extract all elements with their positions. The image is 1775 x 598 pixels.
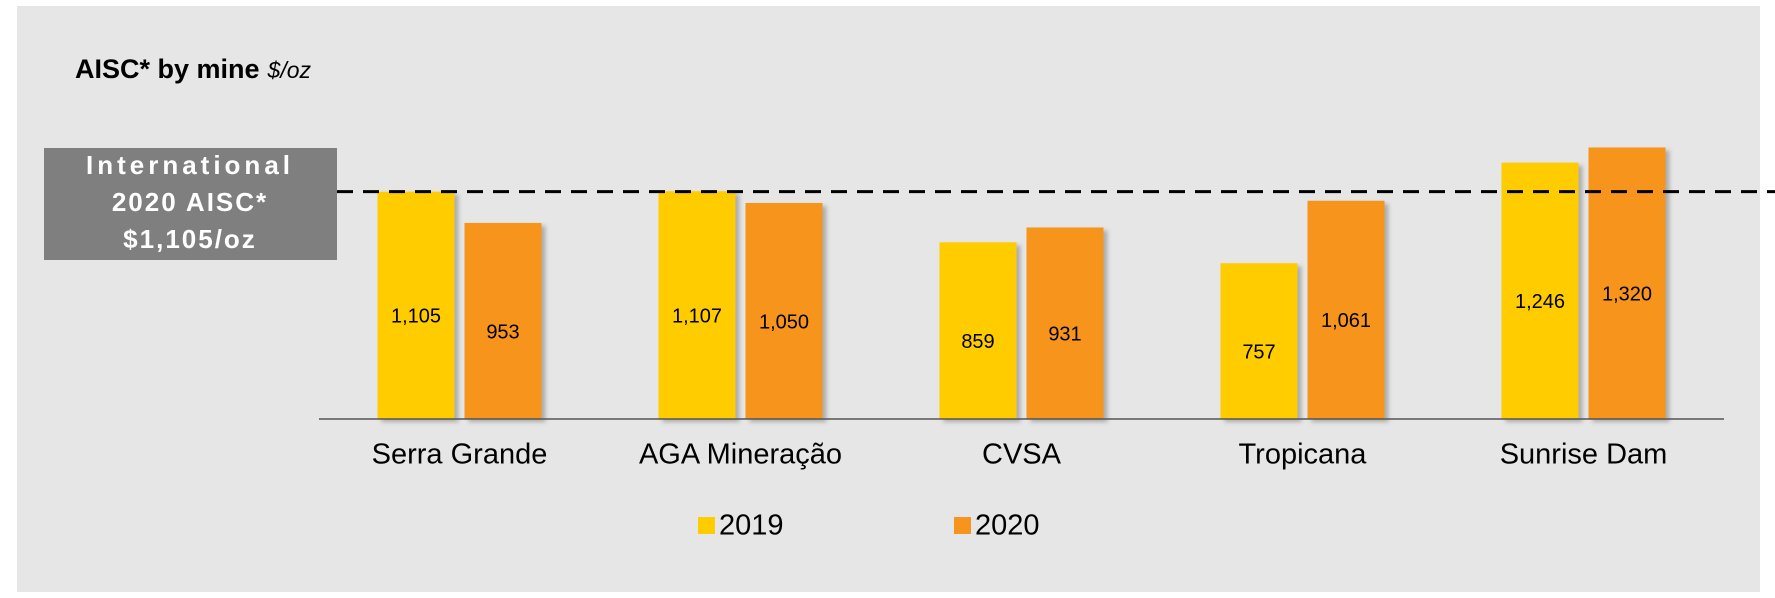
bar <box>1307 200 1385 419</box>
data-label: 1,107 <box>672 305 722 327</box>
legend-swatch <box>954 517 971 534</box>
bar <box>377 191 455 419</box>
bar <box>658 191 736 419</box>
x-tick-label: Sunrise Dam <box>1500 439 1668 471</box>
reference-label: 2020 AISC* <box>112 187 268 217</box>
x-tick-label: Serra Grande <box>372 439 548 471</box>
bar <box>1026 227 1104 419</box>
data-label: 1,105 <box>391 306 441 328</box>
panel <box>17 6 1760 592</box>
data-label: 931 <box>1048 324 1081 346</box>
bar <box>1501 162 1579 419</box>
x-tick-label: Tropicana <box>1239 439 1368 471</box>
data-label: 1,050 <box>759 311 809 333</box>
legend-label: 2019 <box>719 510 784 542</box>
bar <box>939 242 1017 419</box>
reference-label: $1,105/oz <box>123 224 257 254</box>
data-label: 953 <box>486 321 519 343</box>
data-label: 757 <box>1242 341 1275 363</box>
bar <box>464 222 542 419</box>
x-tick-label: CVSA <box>982 439 1062 471</box>
reference-label: International <box>86 150 294 180</box>
legend-swatch <box>698 517 715 534</box>
data-label: 1,061 <box>1321 310 1371 332</box>
data-label: 859 <box>961 331 994 353</box>
legend-label: 2020 <box>975 510 1040 542</box>
bar <box>745 203 823 419</box>
reference-label-box <box>44 148 337 260</box>
bar <box>1220 263 1298 419</box>
data-label: 1,320 <box>1602 284 1652 306</box>
data-label: 1,246 <box>1515 291 1565 313</box>
chart-subtitle: $/oz <box>267 57 312 83</box>
x-tick-label: AGA Mineração <box>639 439 842 471</box>
chart-title: AISC* by mine <box>75 54 260 84</box>
